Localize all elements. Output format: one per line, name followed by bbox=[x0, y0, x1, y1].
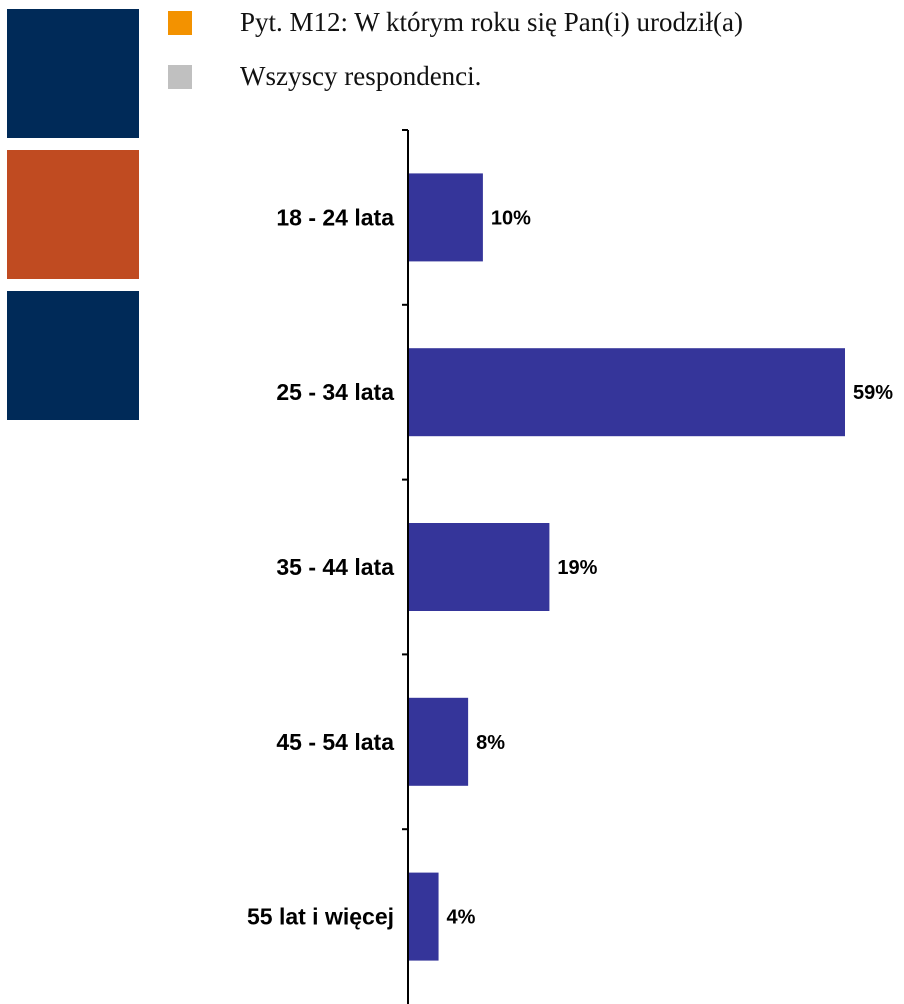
legend-item-respondents: Wszyscy respondenci. bbox=[168, 57, 481, 97]
gray-square-icon bbox=[168, 65, 192, 89]
value-label: 59% bbox=[853, 382, 893, 404]
orange-block bbox=[7, 150, 139, 279]
bar-5 bbox=[409, 872, 439, 961]
bar-1 bbox=[409, 173, 483, 262]
category-label: 25 - 34 lata bbox=[276, 379, 394, 405]
value-label: 4% bbox=[447, 907, 476, 929]
value-label: 10% bbox=[491, 207, 531, 229]
category-label: 18 - 24 lata bbox=[276, 204, 394, 230]
bar-3 bbox=[409, 523, 550, 611]
legend-item-question: Pyt. M12: W którym roku się Pan(i) urodz… bbox=[168, 3, 743, 43]
bar-4 bbox=[409, 697, 469, 786]
bar-2 bbox=[409, 348, 845, 437]
value-label: 19% bbox=[557, 557, 597, 579]
category-label: 35 - 44 lata bbox=[276, 554, 394, 580]
orange-square-icon bbox=[168, 11, 192, 35]
value-label: 8% bbox=[476, 732, 505, 754]
category-label: 45 - 54 lata bbox=[276, 729, 394, 755]
legend-label-respondents: Wszyscy respondenci. bbox=[240, 60, 482, 91]
navy-block-bottom bbox=[7, 291, 139, 420]
category-label: 55 lat i więcej bbox=[247, 904, 394, 930]
legend-label-question: Pyt. M12: W którym roku się Pan(i) urodz… bbox=[240, 6, 743, 37]
navy-block-top bbox=[7, 9, 139, 138]
